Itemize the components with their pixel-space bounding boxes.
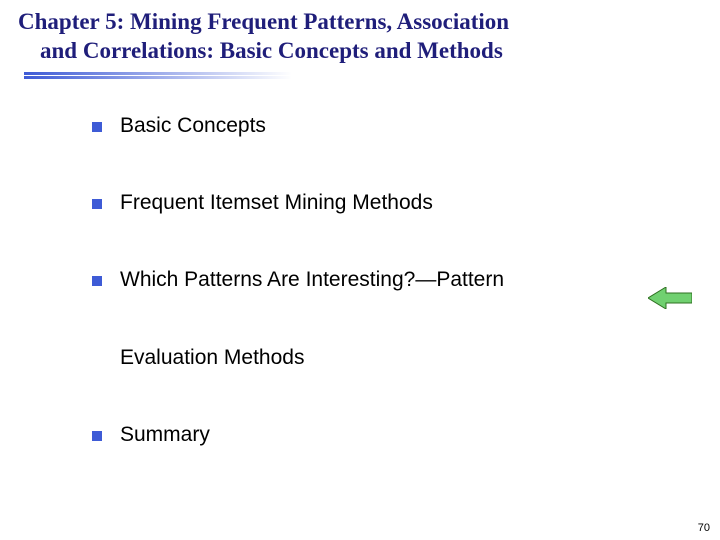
title-underline [24,72,702,79]
content-area: Basic Concepts Frequent Itemset Mining M… [92,111,702,450]
underline-segment-2 [24,76,292,79]
list-item-continuation: Evaluation Methods [120,343,702,372]
arrow-shape [648,287,692,309]
list-item: Basic Concepts [92,111,702,140]
bullet-icon [92,199,102,209]
bullet-icon [92,431,102,441]
list-item: Summary [92,420,702,449]
item-text: Basic Concepts [120,111,266,140]
bullet-icon [92,122,102,132]
list-item: Frequent Itemset Mining Methods [92,188,702,217]
item-text: Frequent Itemset Mining Methods [120,188,433,217]
item-text: Which Patterns Are Interesting?—Pattern [120,265,504,294]
bullet-icon [92,276,102,286]
arrow-left-icon [648,287,692,309]
slide: Chapter 5: Mining Frequent Patterns, Ass… [0,0,720,540]
list-item: Which Patterns Are Interesting?—Pattern [92,265,702,294]
slide-title: Chapter 5: Mining Frequent Patterns, Ass… [18,8,702,66]
item-text: Summary [120,420,210,449]
title-line-2: and Correlations: Basic Concepts and Met… [40,37,702,66]
item-continuation-text: Evaluation Methods [120,343,304,372]
page-number: 70 [698,522,710,534]
title-line-1: Chapter 5: Mining Frequent Patterns, Ass… [18,8,702,37]
underline-segment-1 [24,72,292,75]
